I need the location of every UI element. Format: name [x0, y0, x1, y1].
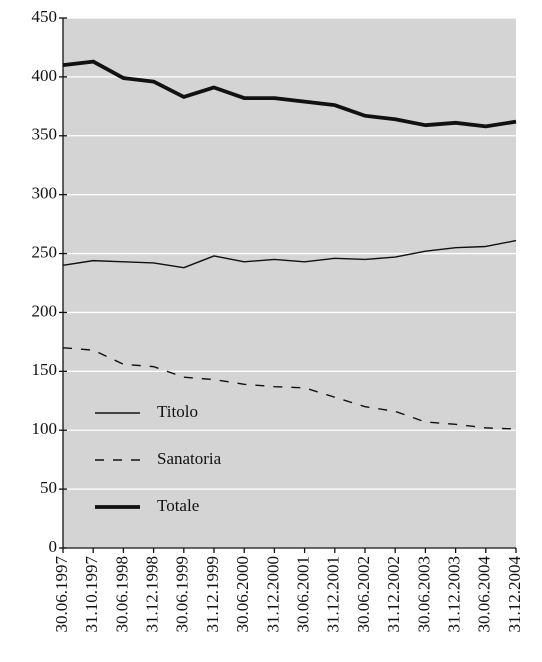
x-tick-label: 31.12.2000 [263, 556, 282, 633]
y-tick-label: 50 [40, 478, 57, 497]
y-tick-label: 300 [32, 184, 58, 203]
legend-label: Titolo [157, 402, 198, 421]
x-tick-label: 30.06.1998 [112, 556, 131, 633]
series-line [62, 239, 517, 269]
x-tick-label: 30.06.2004 [475, 556, 494, 633]
x-tick-label: 30.06.1997 [52, 556, 71, 633]
y-tick-label: 200 [32, 301, 58, 320]
x-tick-label: 30.06.2003 [414, 556, 433, 633]
y-tick-label: 0 [49, 537, 58, 556]
y-tick-label: 400 [32, 66, 58, 85]
y-tick-label: 100 [32, 419, 58, 438]
x-tick-label: 31.12.2002 [384, 556, 403, 633]
plot-background [63, 18, 516, 548]
x-tick-label: 31.12.2004 [505, 556, 524, 633]
series-line [62, 59, 517, 129]
y-tick-label: 150 [32, 360, 58, 379]
x-tick-label: 31.12.2001 [324, 556, 343, 633]
y-tick-label: 250 [32, 242, 58, 261]
x-tick-label: 30.06.1999 [173, 556, 192, 633]
legend-label: Sanatoria [157, 449, 222, 468]
series-line [62, 347, 517, 430]
x-tick-label: 31.12.1998 [143, 556, 162, 633]
x-tick-label: 30.06.2001 [294, 556, 313, 633]
x-tick-label: 31.12.2003 [445, 556, 464, 633]
y-tick-label: 450 [32, 7, 58, 26]
y-tick-label: 350 [32, 125, 58, 144]
x-tick-label: 30.06.2002 [354, 556, 373, 633]
x-tick-label: 31.10.1997 [82, 556, 101, 633]
x-tick-label: 30.06.2000 [233, 556, 252, 633]
x-tick-label: 31.12.1999 [203, 556, 222, 633]
legend-label: Totale [157, 496, 199, 515]
